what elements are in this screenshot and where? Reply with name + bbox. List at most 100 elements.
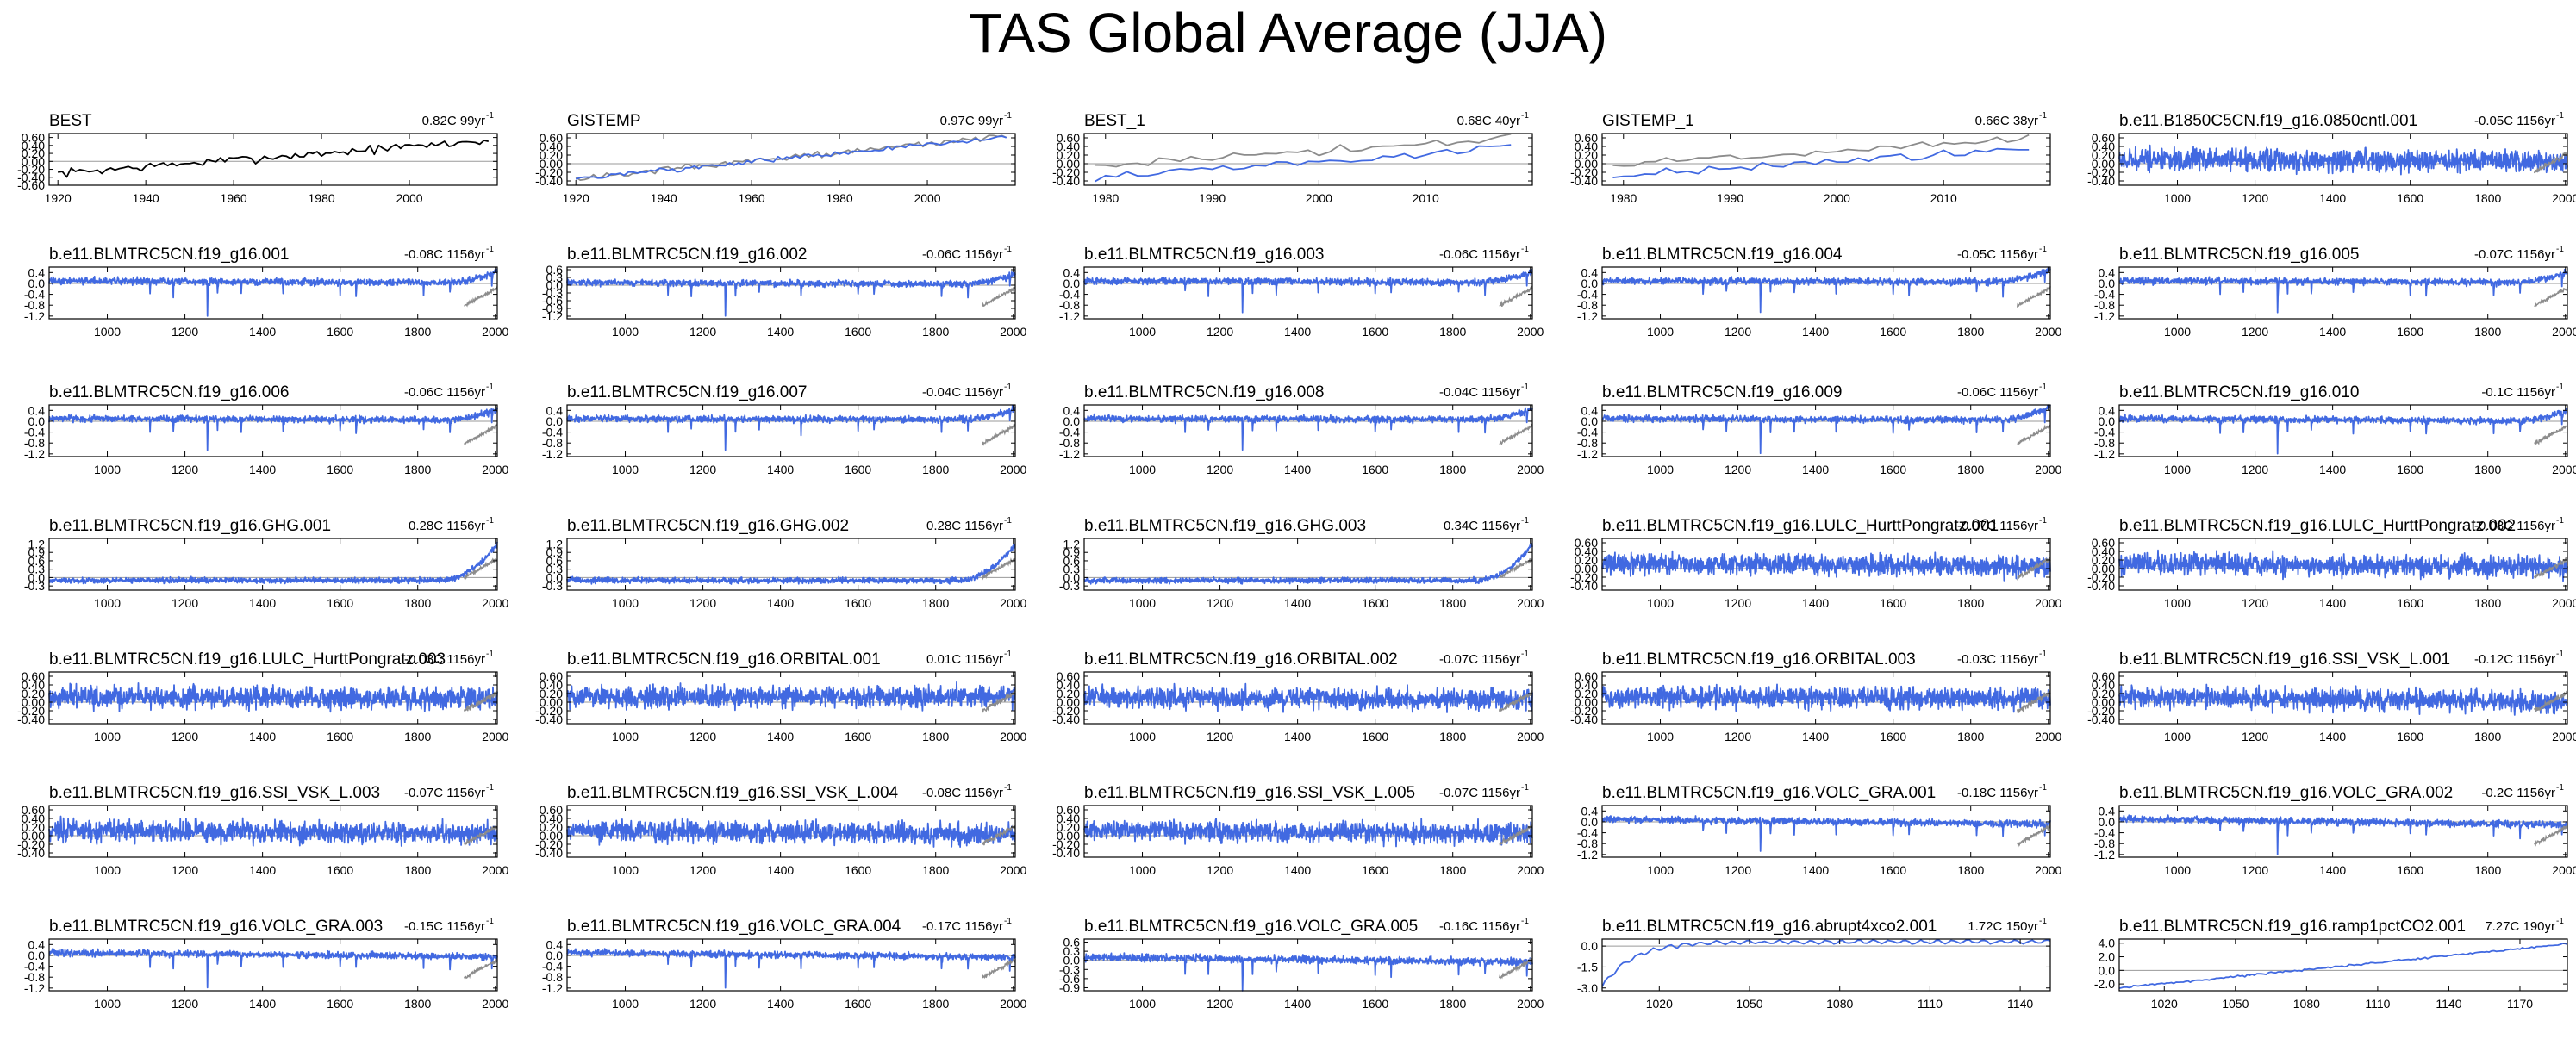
trend-label: -0.07C 1156yr <box>2474 247 2555 262</box>
x-tick-label: 2000 <box>2035 730 2061 743</box>
y-tick-label: -0.4 <box>2094 426 2115 439</box>
series-line <box>1601 404 2051 455</box>
y-tick-label: 0.60 <box>2092 669 2115 683</box>
panel-title: b.e11.BLMTRC5CN.f19_g16.GHG.002 <box>567 517 849 535</box>
y-tick-label: 0.3 <box>28 563 46 576</box>
y-tick-label: 0.00 <box>1575 695 1598 709</box>
trend-label: -0.08C 1156yr <box>922 786 1003 800</box>
panel-title: b.e11.BLMTRC5CN.f19_g16.VOLC_GRA.001 <box>1602 784 1936 802</box>
y-tick-label: 0.9 <box>546 545 564 559</box>
series-line <box>2118 408 2568 455</box>
x-tick-label: 1200 <box>689 997 716 1011</box>
trend-superscript: -1 <box>2556 245 2564 254</box>
observed-line <box>2534 424 2568 446</box>
x-tick-label: 1600 <box>327 325 353 339</box>
x-tick-label: 1000 <box>1129 730 1156 743</box>
trend-superscript: -1 <box>1521 516 1529 526</box>
plot-frame <box>2118 938 2568 992</box>
y-tick-label: 0.4 <box>546 937 564 951</box>
series-line <box>1083 268 1533 314</box>
trend-label: -0.06C 1156yr <box>1957 385 2038 400</box>
x-tick-label: 1020 <box>1646 997 1673 1011</box>
x-tick-label: 1980 <box>826 191 853 205</box>
y-tick-label: 0.40 <box>1057 812 1080 825</box>
y-tick-label: 0.0 <box>1063 954 1081 967</box>
series-line <box>1094 144 1512 183</box>
x-tick-label: 1800 <box>1957 325 1984 339</box>
y-tick-label: -0.4 <box>24 426 45 439</box>
observed-line <box>464 958 498 980</box>
y-tick-label: 0.00 <box>540 157 563 171</box>
series-line <box>1601 683 2051 713</box>
observed-line <box>982 824 1016 846</box>
x-tick-label: 1400 <box>1802 863 1829 877</box>
y-tick-label: 0.20 <box>1575 553 1598 567</box>
panel-title: b.e11.BLMTRC5CN.f19_g16.SSI_VSK_L.003 <box>49 784 380 802</box>
y-tick-label: -0.6 <box>542 294 563 308</box>
x-tick-label: 1400 <box>1284 863 1311 877</box>
y-tick-label: -0.3 <box>542 579 563 593</box>
x-tick-label: 1800 <box>404 997 431 1011</box>
y-tick-label: -0.4 <box>1059 288 1080 302</box>
y-tick-label: 0.0 <box>2099 963 2116 977</box>
y-tick-label: -0.8 <box>2094 837 2115 850</box>
x-tick-label: 1110 <box>2365 997 2390 1011</box>
y-tick-label: 0.0 <box>28 949 46 962</box>
y-tick-label: -1.5 <box>1577 960 1598 974</box>
y-tick-label: -1.2 <box>1059 309 1080 323</box>
plot-frame <box>1601 938 2051 992</box>
trend-superscript: -1 <box>486 516 494 526</box>
y-tick-label: -1.2 <box>2094 848 2115 862</box>
x-tick-label: 2000 <box>482 463 508 476</box>
panel-title: b.e11.BLMTRC5CN.f19_g16.VOLC_GRA.002 <box>2119 784 2453 802</box>
observed-line <box>463 691 498 712</box>
x-tick-label: 2010 <box>1413 191 1439 205</box>
x-tick-label: 1800 <box>2474 863 2501 877</box>
x-tick-label: 1400 <box>249 730 276 743</box>
x-tick-label: 1800 <box>1957 863 1984 877</box>
x-tick-label: 1600 <box>1362 997 1388 1011</box>
y-tick-label: -0.20 <box>17 163 45 177</box>
x-tick-label: 1020 <box>2151 997 2178 1011</box>
y-tick-label: -0.4 <box>1577 426 1598 439</box>
trend-superscript: -1 <box>1004 650 1012 659</box>
y-tick-label: 0.00 <box>22 829 45 843</box>
panel-24: b.e11.BLMTRC5CN.f19_g16.ORBITAL.003 -0.03… <box>1570 650 2061 743</box>
x-tick-label: 1800 <box>1439 997 1466 1011</box>
x-tick-label: 1200 <box>1725 730 1751 743</box>
y-tick-label: 0.00 <box>2092 695 2115 709</box>
panel-title: b.e11.BLMTRC5CN.f19_g16.GHG.003 <box>1084 517 1366 535</box>
x-tick-label: 1600 <box>2397 596 2423 610</box>
plot-frame <box>566 938 1016 992</box>
y-tick-label: 0.00 <box>22 695 45 709</box>
y-tick-label: 0.40 <box>2092 140 2115 153</box>
panel-26: b.e11.BLMTRC5CN.f19_g16.SSI_VSK_L.003 -0.… <box>17 783 508 877</box>
y-tick-label: 0.20 <box>2092 553 2115 567</box>
x-tick-label: 1200 <box>689 730 716 743</box>
x-tick-label: 1600 <box>1362 863 1388 877</box>
plot-frame <box>1083 133 1533 186</box>
y-tick-label: 0.40 <box>540 678 563 692</box>
series-line <box>566 817 1016 848</box>
trend-label: -0.03C 1156yr <box>404 652 485 667</box>
y-tick-label: -1.2 <box>1059 447 1080 461</box>
x-tick-label: 1800 <box>404 730 431 743</box>
panel-title: b.e11.BLMTRC5CN.f19_g16.008 <box>1084 383 1324 401</box>
plot-frame <box>566 404 1016 457</box>
x-tick-label: 1600 <box>327 997 353 1011</box>
plot-frame <box>2118 538 2568 591</box>
trend-label: -0.07C 1156yr <box>1957 519 2038 533</box>
x-tick-label: 1800 <box>922 596 949 610</box>
x-tick-label: 1600 <box>327 463 353 476</box>
x-tick-label: 1000 <box>1647 863 1674 877</box>
y-tick-label: 0.60 <box>2092 131 2115 145</box>
x-tick-label: 2000 <box>482 596 508 610</box>
series-line <box>1601 550 2051 582</box>
y-tick-label: 0.00 <box>1057 695 1080 709</box>
y-tick-label: -0.40 <box>2087 174 2115 188</box>
trend-label: -0.05C 1156yr <box>1957 247 2038 262</box>
series-line <box>1095 133 1512 168</box>
trend-label: 1.72C 150yr <box>1968 919 2038 934</box>
y-tick-label: 0.60 <box>540 131 563 145</box>
y-tick-label: 0.0 <box>1581 277 1599 290</box>
